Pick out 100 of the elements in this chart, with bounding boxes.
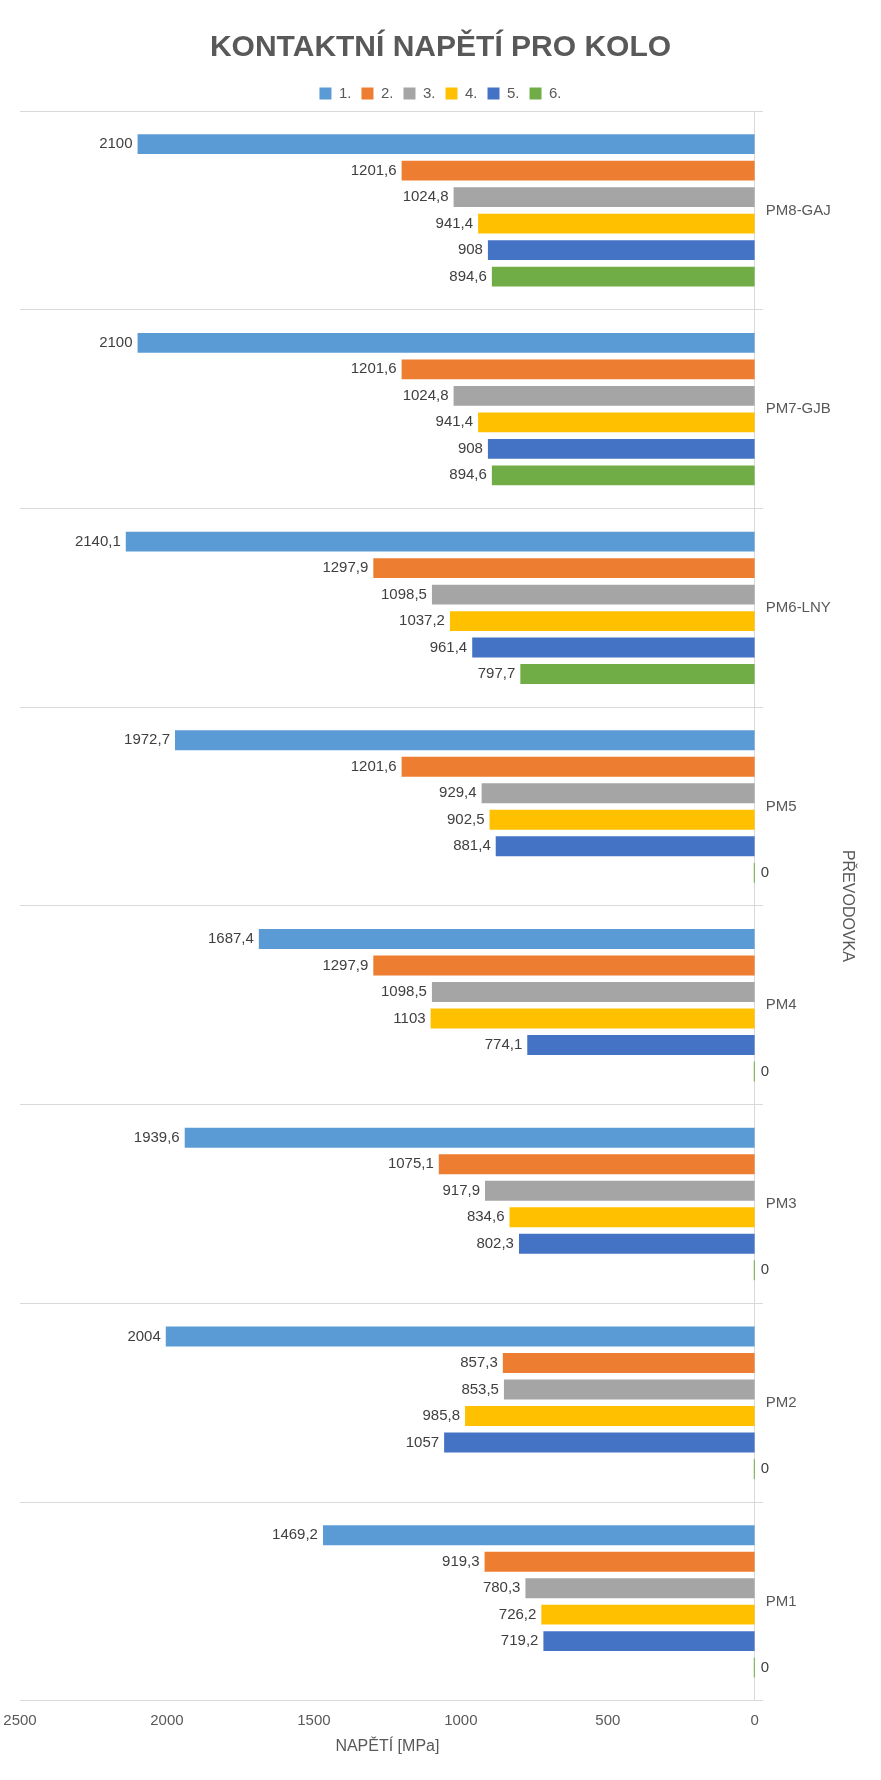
bar — [137, 332, 755, 353]
data-label: 0 — [760, 1061, 770, 1079]
data-label: 1057 — [405, 1432, 440, 1450]
bar — [478, 412, 755, 433]
data-label: 1098,5 — [381, 982, 427, 1000]
data-label: 1037,2 — [399, 611, 445, 629]
bar — [543, 1631, 755, 1652]
bar — [322, 1525, 755, 1546]
bar — [430, 1008, 755, 1029]
data-label: 2100 — [99, 332, 133, 350]
data-label: 797,7 — [477, 664, 516, 682]
bar — [478, 213, 755, 234]
data-label: 0 — [760, 1260, 770, 1278]
data-label: 894,6 — [449, 465, 487, 483]
bar — [527, 1035, 755, 1055]
data-label: 1687,4 — [207, 929, 254, 947]
data-label: 917,9 — [442, 1180, 480, 1198]
legend-label: 4. — [465, 83, 478, 101]
data-label: 834,6 — [466, 1207, 505, 1225]
data-label: 2100 — [99, 134, 133, 152]
x-tick-label: 0 — [750, 1710, 759, 1728]
bar — [502, 1353, 755, 1373]
data-label: 774,1 — [484, 1035, 523, 1053]
data-label: 1201,6 — [350, 359, 397, 377]
bar — [373, 558, 755, 578]
x-tick-label: 1500 — [297, 1710, 331, 1728]
legend-label: 3. — [422, 83, 436, 101]
bar — [495, 836, 755, 857]
bar — [438, 1154, 755, 1175]
bar — [401, 359, 755, 380]
bar — [491, 266, 755, 287]
data-label: 941,4 — [435, 213, 474, 231]
bar — [431, 982, 755, 1002]
data-label: 1297,9 — [322, 558, 369, 576]
bar — [431, 584, 755, 605]
bar — [472, 637, 755, 658]
chart-title: KONTAKTNÍ NAPĚTÍ PRO KOLO — [209, 29, 672, 63]
data-label: 1103 — [393, 1008, 426, 1026]
bar — [453, 187, 755, 208]
data-label: 0 — [760, 1459, 770, 1477]
y-tick-label: PM4 — [765, 995, 797, 1013]
bar — [449, 611, 755, 631]
bar — [541, 1604, 755, 1625]
y-tick-label: PM2 — [765, 1392, 797, 1410]
data-label: 1098,5 — [381, 584, 427, 602]
bar — [489, 809, 755, 830]
data-label: 726,2 — [498, 1604, 537, 1622]
bar — [184, 1127, 755, 1148]
data-label: 985,8 — [422, 1406, 461, 1424]
bar — [465, 1406, 755, 1426]
bar — [485, 1180, 755, 1201]
legend-label: 5. — [507, 83, 520, 101]
data-label: 881,4 — [453, 836, 491, 854]
data-label: 1297,9 — [322, 955, 369, 973]
y-tick-label: PM6-LNY — [765, 597, 831, 615]
data-label: 780,3 — [482, 1578, 521, 1596]
data-label: 1939,6 — [133, 1127, 180, 1145]
data-label: 2140,1 — [74, 531, 121, 549]
x-tick-label: 2000 — [150, 1710, 184, 1728]
bar — [444, 1432, 755, 1453]
data-label: 853,5 — [461, 1379, 499, 1397]
bar — [520, 664, 755, 684]
x-tick-label: 1000 — [444, 1710, 478, 1728]
data-label: 894,6 — [449, 266, 487, 284]
data-label: 1972,7 — [124, 730, 170, 748]
data-label: 1024,8 — [402, 385, 449, 403]
bar — [481, 783, 755, 804]
y-axis-title: PŘEVODOVKA — [839, 849, 858, 963]
data-label: 719,2 — [500, 1631, 539, 1649]
legend-label: 1. — [338, 83, 352, 101]
data-label: 1201,6 — [350, 756, 397, 774]
bar — [453, 385, 755, 406]
x-axis-title: NAPĚTÍ [MPa] — [335, 1735, 440, 1754]
bar — [137, 134, 755, 155]
bar — [258, 929, 755, 949]
data-label: 1201,6 — [350, 160, 397, 178]
data-label: 941,4 — [435, 412, 474, 430]
bar — [509, 1207, 755, 1228]
data-label: 857,3 — [460, 1353, 498, 1371]
y-tick-label: PM8-GAJ — [765, 200, 831, 218]
data-label: 1075,1 — [387, 1154, 434, 1172]
data-label: 0 — [760, 862, 770, 880]
data-label: 961,4 — [429, 637, 468, 655]
y-tick-label: PM1 — [765, 1591, 797, 1609]
x-tick-label: 500 — [595, 1710, 621, 1728]
data-label: 929,4 — [439, 783, 477, 801]
bar — [518, 1233, 755, 1254]
data-label: 908 — [457, 438, 483, 456]
data-label: 802,3 — [476, 1233, 514, 1251]
data-label: 2004 — [127, 1326, 161, 1344]
bar — [487, 438, 755, 459]
bar — [487, 240, 755, 261]
legend-label: 2. — [380, 83, 394, 101]
data-label: 1469,2 — [272, 1525, 318, 1543]
bar — [401, 756, 755, 777]
bar — [491, 465, 755, 486]
x-tick-label: 2500 — [3, 1710, 37, 1728]
bar — [484, 1551, 755, 1572]
data-label: 919,3 — [442, 1551, 480, 1569]
data-label: 908 — [457, 240, 483, 258]
